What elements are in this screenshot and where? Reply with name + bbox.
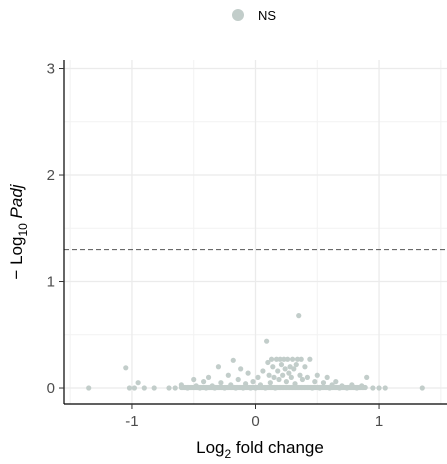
data-point — [314, 372, 320, 378]
data-point — [277, 356, 283, 362]
data-point — [333, 379, 339, 385]
data-point — [205, 374, 212, 380]
data-point — [235, 376, 241, 383]
x-tick-label: -1 — [125, 413, 138, 430]
data-point — [324, 374, 330, 380]
y-tick-label: 3 — [47, 61, 55, 78]
data-point — [166, 385, 172, 391]
data-point — [201, 379, 207, 385]
data-point — [419, 385, 425, 391]
y-axis-title-italic: Padj — [7, 183, 26, 223]
data-point — [250, 379, 256, 385]
data-point — [225, 372, 231, 378]
grid-lines — [64, 60, 447, 404]
x-axis-title-prefix: Log — [196, 438, 224, 457]
data-point — [172, 385, 178, 391]
data-point — [302, 364, 308, 370]
data-point — [270, 364, 276, 370]
data-point — [141, 385, 147, 391]
data-point — [376, 385, 382, 391]
data-point — [312, 379, 318, 385]
data-point — [299, 376, 306, 383]
x-tick-label: 0 — [251, 413, 259, 430]
data-point — [264, 338, 270, 344]
data-point — [191, 376, 197, 383]
data-point — [294, 356, 301, 362]
y-axis-title: − Log10 Padj — [7, 183, 30, 279]
data-point — [276, 376, 282, 383]
data-point — [364, 374, 370, 380]
data-point — [86, 385, 92, 391]
data-point — [215, 364, 222, 370]
x-axis-title: Log2 fold change — [196, 438, 324, 461]
data-point — [320, 380, 327, 386]
data-point — [268, 356, 275, 362]
data-point — [238, 366, 244, 372]
data-point — [245, 370, 251, 376]
data-point — [283, 379, 289, 385]
data-point — [286, 370, 292, 376]
y-axis-title-prefix: − Log — [7, 237, 26, 280]
data-point — [293, 361, 299, 368]
data-point — [281, 356, 287, 362]
x-tick-label: 1 — [375, 413, 383, 430]
data-point — [278, 361, 285, 368]
data-point — [285, 356, 291, 362]
legend-swatch-ns — [232, 9, 244, 21]
data-point — [123, 365, 129, 371]
data-point — [289, 356, 296, 362]
y-tick-label: 2 — [47, 167, 55, 184]
data-point — [382, 385, 388, 391]
data-point — [131, 385, 138, 391]
data-point — [218, 380, 224, 386]
data-point — [266, 372, 272, 378]
y-tick-label: 0 — [47, 380, 55, 397]
data-point — [260, 368, 266, 374]
data-point — [280, 372, 286, 378]
data-point — [275, 368, 281, 374]
data-point — [271, 374, 277, 380]
data-point — [151, 385, 157, 391]
data-point — [282, 366, 288, 372]
data-point — [265, 359, 271, 366]
x-axis-title-suffix: fold change — [231, 438, 324, 457]
legend: NS — [232, 8, 276, 23]
data-point — [273, 356, 280, 362]
data-point — [255, 374, 261, 380]
y-axis-title-sub: 10 — [16, 223, 30, 237]
data-point — [291, 366, 297, 372]
data-point — [288, 374, 294, 380]
data-point — [267, 380, 273, 386]
data-point — [370, 385, 376, 391]
axes: -1 0 1 0 1 2 3 — [47, 60, 447, 430]
y-tick-label: 1 — [47, 274, 55, 291]
data-points — [86, 313, 425, 391]
data-point — [296, 313, 302, 319]
data-point — [362, 384, 368, 391]
legend-label-ns: NS — [258, 8, 276, 23]
data-point — [297, 372, 303, 378]
data-point — [304, 374, 310, 380]
data-point — [298, 356, 304, 362]
data-point — [307, 356, 313, 362]
x-axis-title-sub: 2 — [225, 447, 232, 461]
data-point — [126, 385, 133, 391]
data-point — [135, 380, 141, 386]
data-point — [230, 357, 236, 363]
